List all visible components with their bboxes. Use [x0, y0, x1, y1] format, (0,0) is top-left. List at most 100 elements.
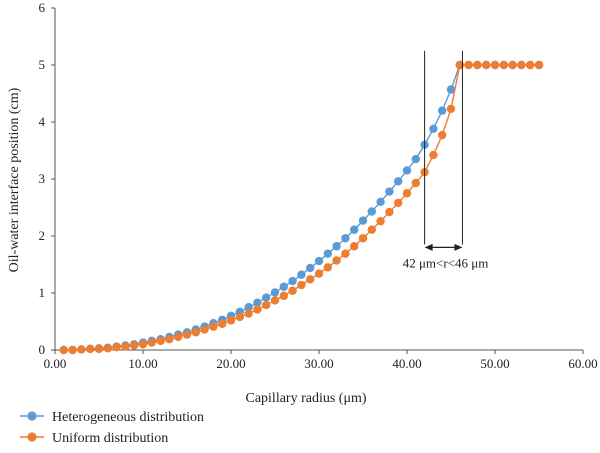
data-point: [323, 263, 332, 272]
data-point: [376, 197, 385, 206]
data-point: [94, 344, 104, 354]
data-point: [385, 187, 394, 196]
data-point: [191, 328, 200, 337]
data-point: [411, 154, 420, 164]
data-point: [244, 309, 253, 318]
data-point: [341, 234, 350, 243]
x-axis-title: Capillary radius (μm): [245, 391, 366, 406]
data-point: [165, 334, 174, 344]
data-point: [306, 275, 315, 284]
x-tick-label: 60.00: [568, 356, 597, 371]
arrowhead-left: [424, 243, 433, 251]
data-point: [297, 270, 306, 279]
x-tick-label: 20.00: [216, 356, 245, 371]
y-tick-label: 1: [39, 285, 46, 300]
data-point: [297, 280, 306, 290]
x-tick-label: 40.00: [392, 356, 421, 371]
data-point: [350, 242, 359, 251]
x-axis-ticks: 0.00 10.00 20.00 30.00 40.00 50.00 60.00: [44, 350, 598, 371]
y-tick-label: 2: [39, 228, 46, 243]
data-point: [306, 263, 315, 273]
data-point: [402, 189, 412, 198]
data-point: [394, 177, 403, 186]
data-point: [358, 216, 368, 225]
data-point: [367, 207, 376, 216]
data-point: [112, 342, 121, 352]
data-point: [376, 216, 385, 226]
data-point: [534, 60, 544, 70]
data-point: [279, 291, 288, 301]
series-layer: [59, 60, 544, 355]
data-point: [517, 60, 526, 70]
data-point: [156, 336, 165, 346]
y-axis-ticks: 0 1 2 3 4 5 6: [39, 0, 55, 357]
data-point: [499, 60, 508, 70]
data-point: [332, 242, 341, 251]
data-point: [218, 319, 227, 328]
data-point: [279, 282, 288, 291]
data-point: [200, 325, 209, 334]
data-point: [446, 104, 456, 114]
data-point: [394, 198, 403, 208]
data-point: [332, 256, 341, 265]
arrowhead-right: [454, 243, 463, 251]
data-point: [411, 178, 420, 188]
data-point: [270, 296, 280, 305]
data-point: [130, 341, 139, 350]
data-point: [455, 60, 464, 70]
data-point: [350, 225, 359, 234]
data-point: [288, 276, 297, 286]
legend-item-uniform: Uniform distribution: [20, 431, 168, 446]
annotation-label: 42 μm<r<46 μm: [403, 255, 489, 270]
data-point: [438, 130, 447, 140]
annotation: 42 μm<r<46 μm: [403, 50, 489, 270]
legend-swatch-marker: [27, 432, 37, 442]
legend-label: Heterogeneous distribution: [52, 410, 204, 425]
data-point: [482, 60, 491, 70]
data-point: [288, 286, 297, 295]
legend-label: Uniform distribution: [52, 431, 168, 446]
x-tick-label: 30.00: [304, 356, 333, 371]
data-point: [341, 249, 350, 258]
x-tick-label: 10.00: [128, 356, 157, 371]
data-point: [429, 124, 438, 134]
data-point: [358, 234, 368, 243]
data-point: [464, 60, 473, 70]
data-point: [314, 269, 324, 278]
series-line: [63, 64, 539, 351]
legend: Heterogeneous distribution Uniform distr…: [20, 410, 204, 446]
data-point: [262, 300, 271, 310]
data-point: [138, 340, 148, 349]
data-point: [490, 60, 500, 70]
series-line: [63, 64, 539, 351]
series-heterogeneous: [59, 60, 544, 355]
axes: [54, 8, 583, 351]
data-point: [253, 298, 262, 307]
data-point: [209, 322, 218, 331]
y-tick-label: 5: [39, 57, 46, 72]
data-point: [182, 330, 192, 339]
data-point: [262, 293, 271, 302]
data-point: [59, 345, 68, 355]
y-tick-label: 3: [39, 171, 46, 186]
data-point: [174, 332, 183, 342]
data-point: [68, 345, 77, 355]
data-point: [226, 316, 236, 325]
series-uniform: [59, 60, 544, 355]
legend-item-heterogeneous: Heterogeneous distribution: [20, 410, 204, 425]
data-point: [244, 303, 253, 312]
x-tick-label: 50.00: [480, 356, 509, 371]
y-tick-label: 6: [39, 0, 46, 15]
y-tick-label: 4: [39, 114, 46, 129]
data-point: [446, 85, 456, 94]
y-tick-label: 0: [39, 342, 46, 357]
data-point: [429, 150, 438, 160]
data-point: [77, 345, 86, 354]
data-point: [103, 344, 113, 353]
legend-swatch-marker: [27, 411, 37, 421]
data-point: [270, 288, 280, 297]
data-point: [473, 60, 482, 70]
data-point: [508, 60, 517, 70]
